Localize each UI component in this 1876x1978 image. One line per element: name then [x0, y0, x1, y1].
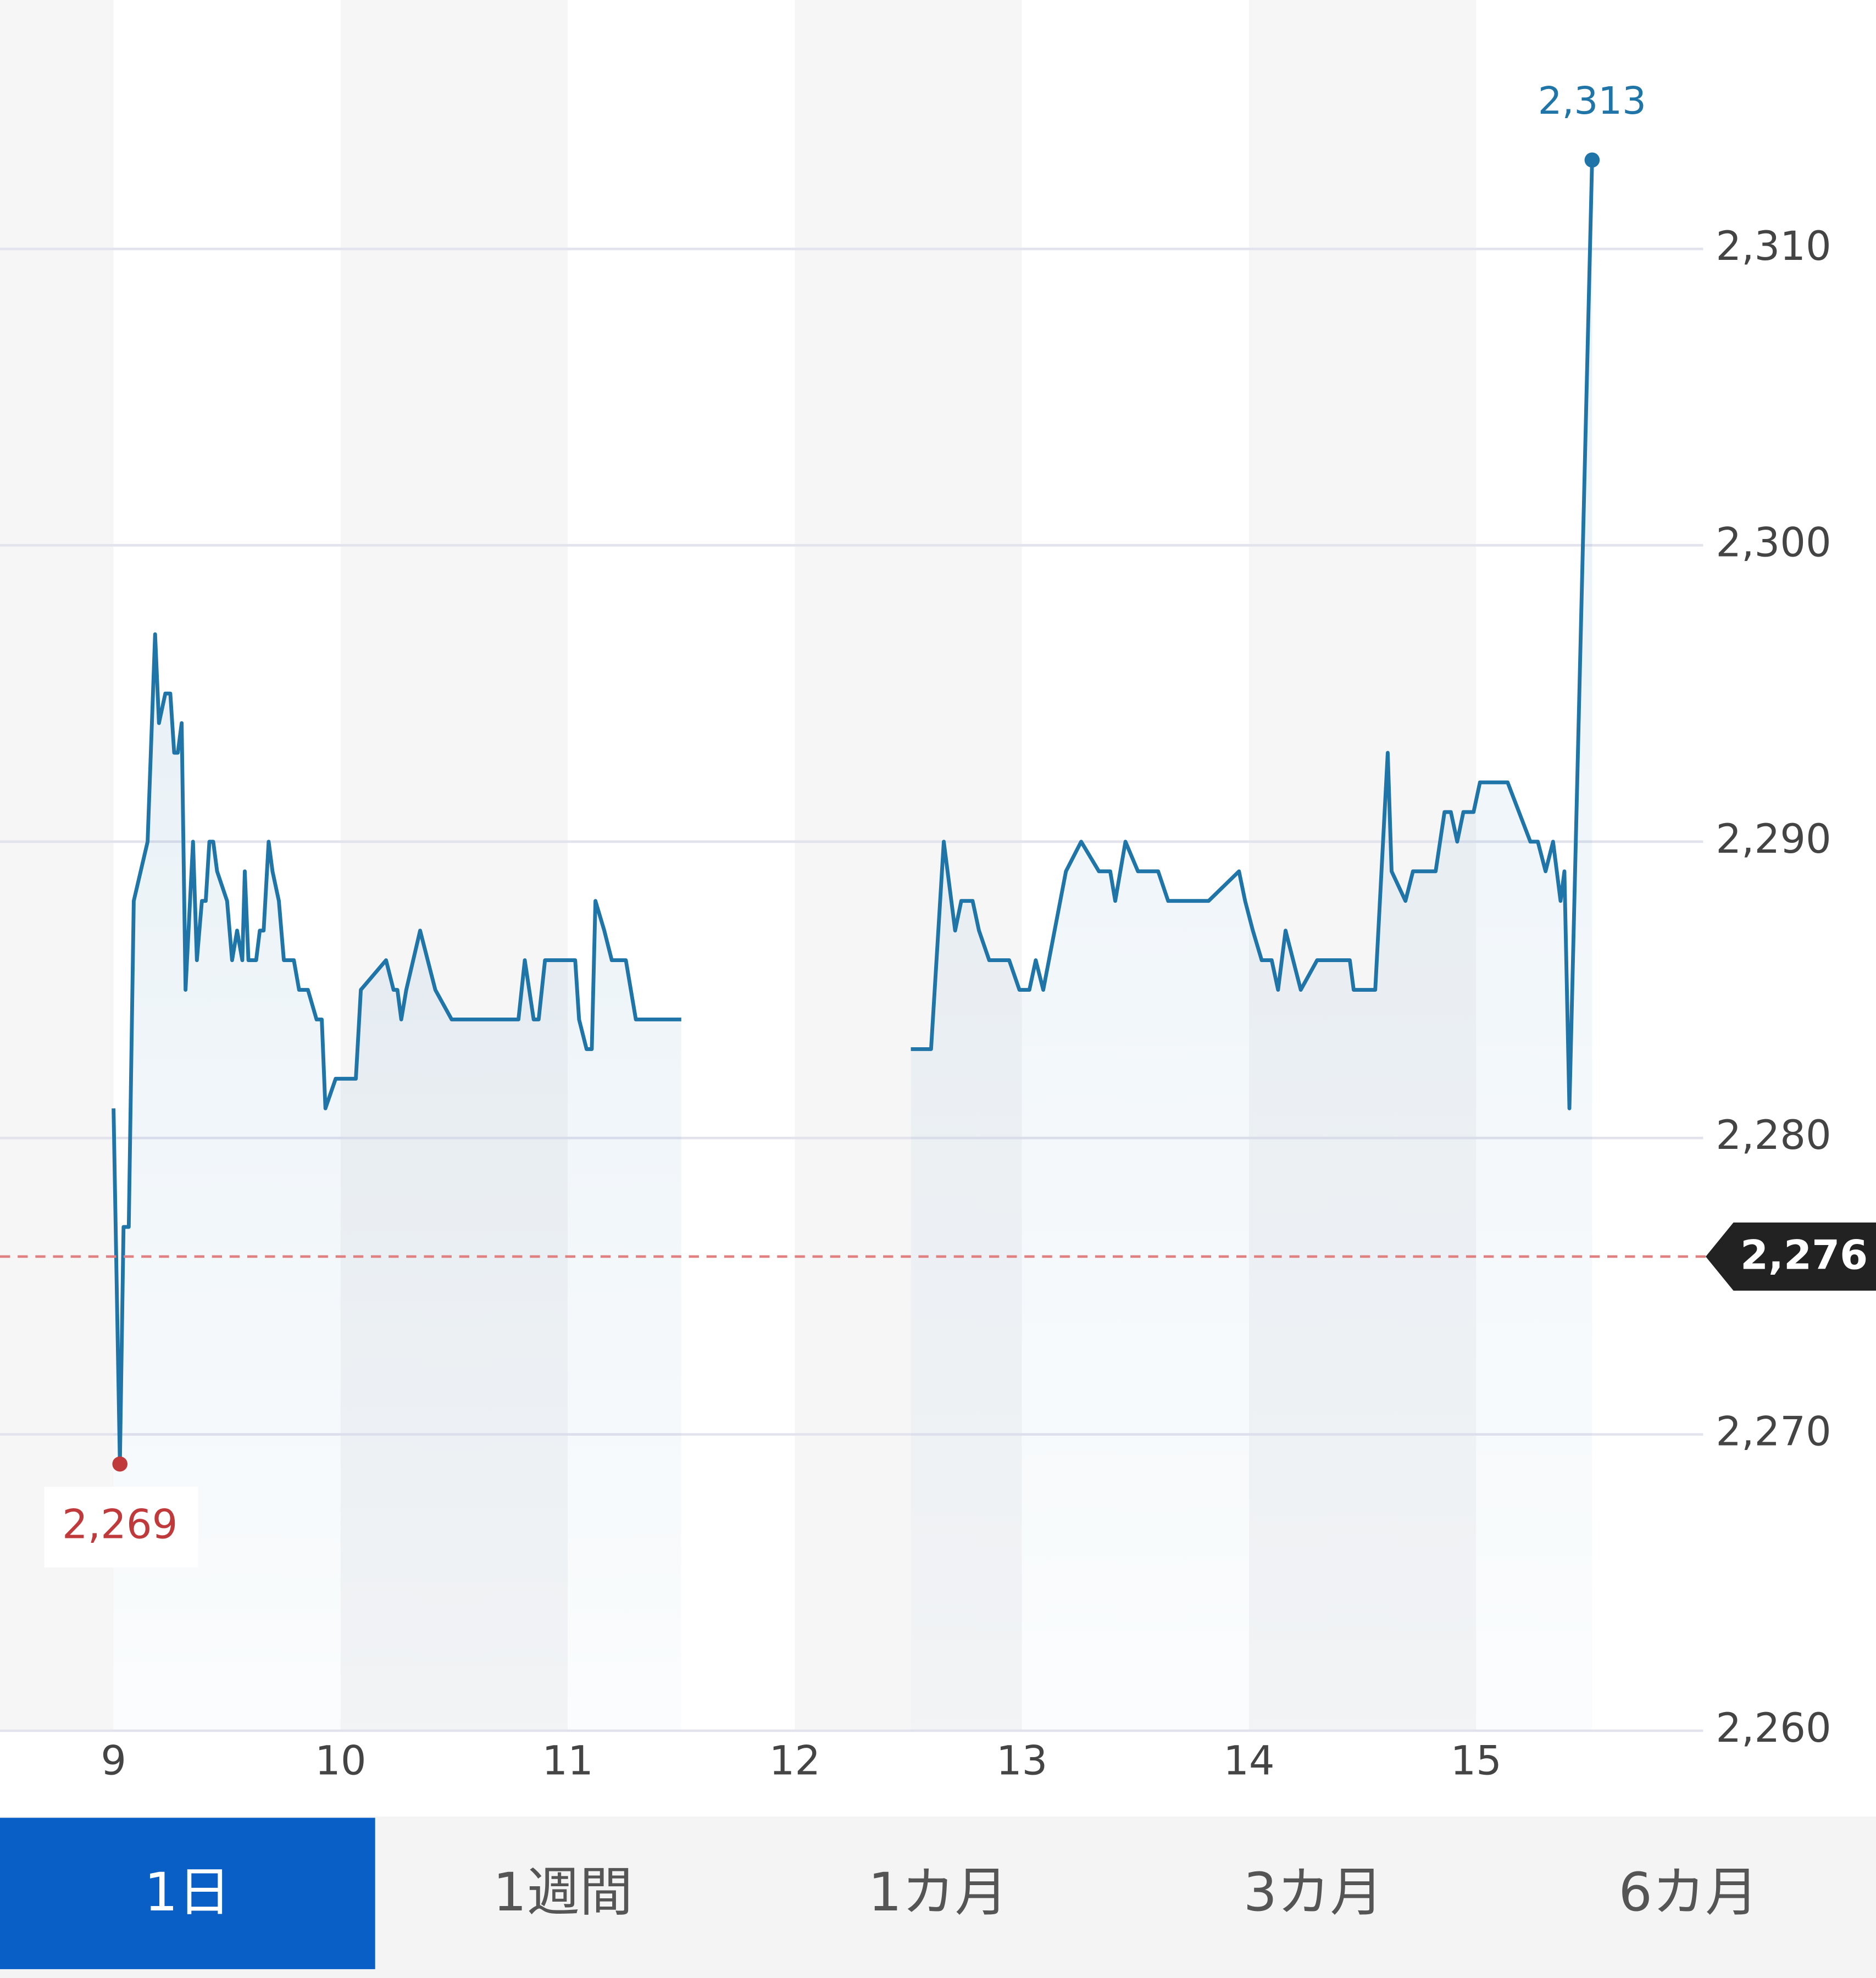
tab[interactable]: 1週間 [375, 1818, 751, 1969]
x-tick-label: 13 [996, 1738, 1047, 1785]
x-tick-label: 9 [101, 1738, 126, 1785]
low-marker [112, 1456, 127, 1472]
price-area [113, 634, 681, 1731]
low-label-box [44, 1486, 198, 1568]
tab-label: 3カ月 [1244, 1862, 1383, 1923]
y-tick-label: 2,290 [1716, 816, 1831, 863]
y-tick-label: 2,300 [1716, 519, 1831, 566]
y-tick-label: 2,260 [1716, 1705, 1831, 1752]
tab-bg [1501, 1818, 1876, 1969]
tab-label: 1カ月 [868, 1862, 1008, 1923]
tab-label: 6カ月 [1619, 1862, 1758, 1923]
price-area [911, 160, 1592, 1731]
tab[interactable]: 1日 [0, 1818, 375, 1969]
tab-label: 1日 [145, 1862, 231, 1923]
reference-tag [1706, 1222, 1876, 1291]
time-band [0, 0, 114, 1731]
tab[interactable]: 6カ月 [1501, 1818, 1876, 1969]
tab-bg [1125, 1818, 1501, 1969]
x-tick-label: 12 [769, 1738, 820, 1785]
price-line [112, 632, 681, 1466]
y-tick-label: 2,270 [1716, 1409, 1831, 1455]
tab-bg [375, 1818, 751, 1969]
tab-bg [750, 1818, 1126, 1969]
reference-label: 2,276 [1740, 1232, 1868, 1279]
low-label: 2,269 [62, 1501, 177, 1548]
high-label: 2,313 [1538, 79, 1646, 123]
tab[interactable]: 3カ月 [1125, 1818, 1501, 1969]
x-tick-label: 14 [1223, 1738, 1274, 1785]
tab-bg [0, 1818, 375, 1969]
tab[interactable]: 1カ月 [750, 1818, 1126, 1969]
x-tick-label: 11 [542, 1738, 593, 1785]
x-tick-label: 15 [1450, 1738, 1501, 1785]
price-line [911, 160, 1594, 1110]
high-marker [1584, 152, 1600, 168]
y-tick-label: 2,310 [1716, 223, 1831, 270]
x-tick-label: 10 [315, 1738, 366, 1785]
y-tick-label: 2,280 [1716, 1112, 1831, 1159]
tab-label: 1週間 [493, 1862, 632, 1923]
